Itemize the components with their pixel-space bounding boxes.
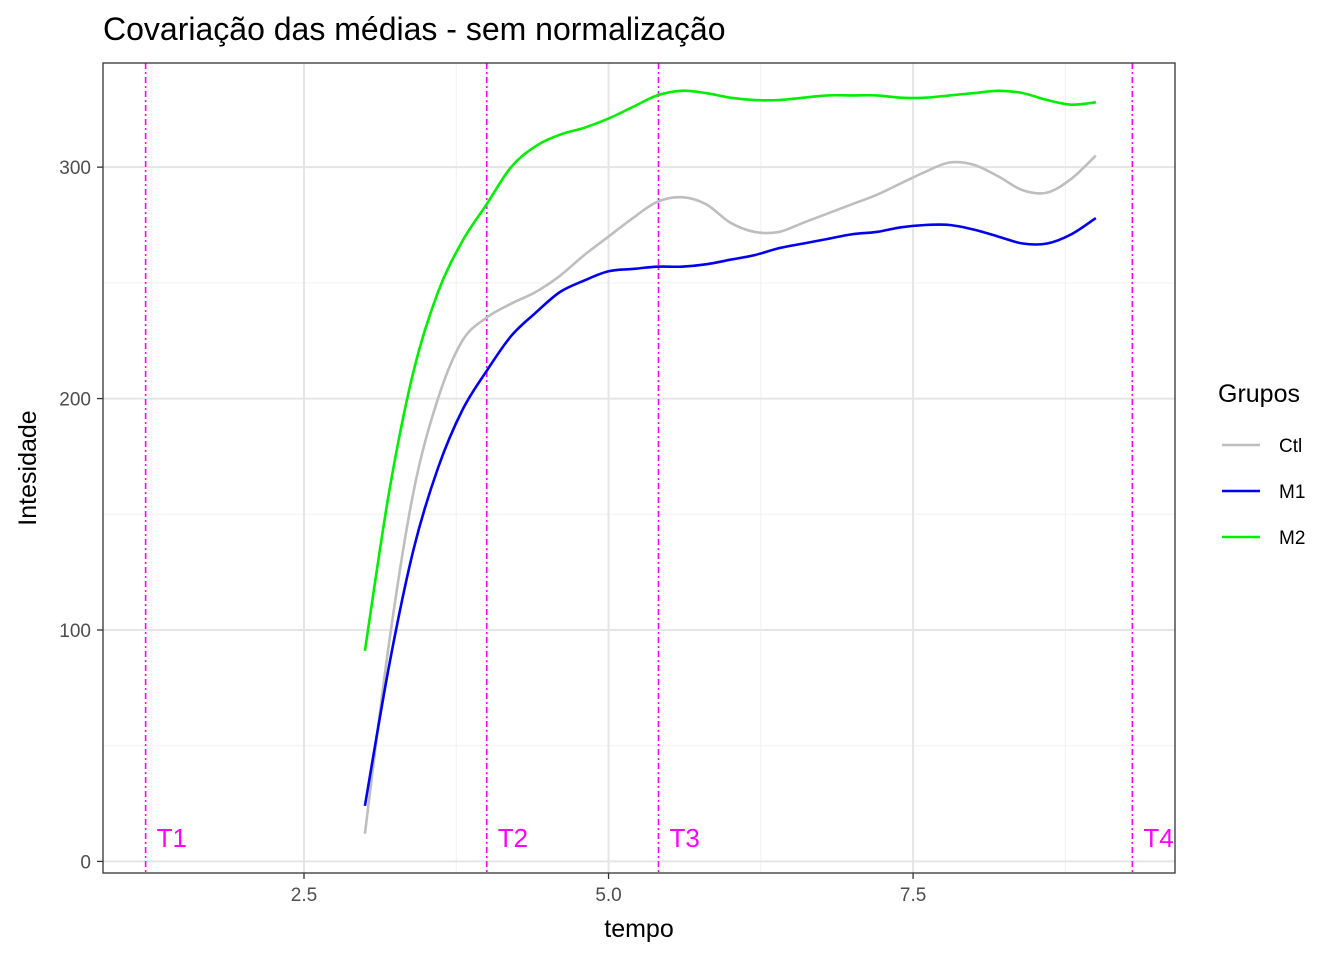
reference-lines [144, 63, 1134, 873]
legend-title: Grupos [1218, 380, 1300, 408]
panel-border [102, 62, 1176, 874]
y-axis-title: Intesidade [14, 410, 42, 525]
reference-line-labels: T1 T2 T3 T4 [157, 823, 1174, 853]
reference-label-t4: T4 [1143, 823, 1173, 853]
chart-title: Covariação das médias - sem normalização [103, 11, 725, 47]
legend-items: Ctl M1 M2 [1222, 436, 1305, 549]
x-axis: 2.5 5.0 7.5 [291, 873, 926, 906]
panel-background [103, 63, 1175, 873]
x-axis-title: tempo [604, 915, 673, 943]
series-line-ctl [363, 154, 1097, 834]
legend-label-m2: M2 [1279, 528, 1305, 549]
x-tick-label: 7.5 [900, 885, 926, 906]
x-tick-label: 5.0 [595, 885, 621, 906]
y-tick-label: 200 [59, 390, 91, 411]
reference-label-t1: T1 [157, 823, 187, 853]
y-tick-label: 100 [59, 621, 91, 642]
legend-label-ctl: Ctl [1279, 436, 1302, 457]
reference-label-t3: T3 [669, 823, 699, 853]
series-line-m2 [363, 89, 1096, 652]
series-line-m1 [363, 216, 1097, 807]
y-tick-label: 300 [59, 158, 91, 179]
series-lines [363, 89, 1097, 834]
x-tick-label: 2.5 [291, 885, 317, 906]
legend: Grupos Ctl M1 M2 [1218, 380, 1305, 549]
legend-label-m1: M1 [1279, 482, 1305, 503]
y-tick-label: 0 [80, 852, 91, 873]
y-axis: 0 100 200 300 [59, 158, 103, 873]
grid-lines [103, 63, 1175, 873]
reference-label-t2: T2 [498, 823, 528, 853]
plot-area: T1 T2 T3 T4 [102, 62, 1176, 874]
